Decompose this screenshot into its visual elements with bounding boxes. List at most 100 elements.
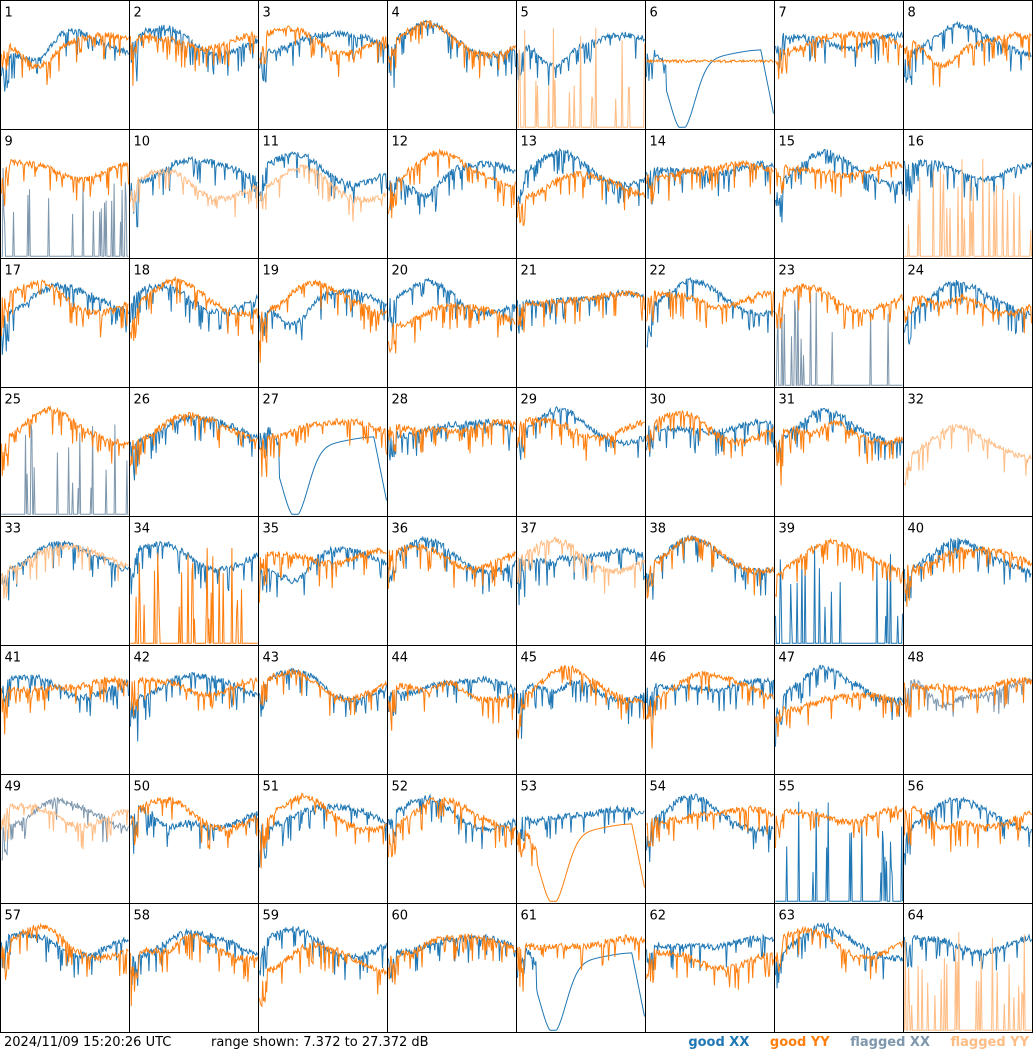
panel-19: 19 xyxy=(258,258,388,388)
trace-yy xyxy=(1,922,129,981)
panel-frame xyxy=(903,0,1033,130)
panel-frame xyxy=(0,903,130,1033)
panel-36: 36 xyxy=(387,516,517,646)
panel-label: 44 xyxy=(392,651,409,666)
panel-label: 37 xyxy=(521,522,538,537)
panel-61: 61 xyxy=(516,903,646,1033)
trace-xx xyxy=(1,281,129,355)
panel-label: 7 xyxy=(779,6,787,21)
trace-yy xyxy=(775,691,903,737)
trace-yy xyxy=(1,543,129,600)
trace-xx xyxy=(259,667,387,718)
panel-53: 53 xyxy=(516,774,646,904)
panel-label: 26 xyxy=(134,393,151,408)
trace-xx xyxy=(259,29,387,83)
panel-label: 8 xyxy=(908,6,916,21)
panel-label: 21 xyxy=(521,264,538,279)
panel-38: 38 xyxy=(645,516,775,646)
legend-good-xx: good XX xyxy=(688,1035,750,1050)
panel-label: 23 xyxy=(779,264,796,279)
panel-20: 20 xyxy=(387,258,517,388)
trace-yy xyxy=(646,290,774,328)
trace-yy xyxy=(259,668,387,716)
panel-frame xyxy=(645,129,775,259)
trace-yy xyxy=(775,537,903,597)
trace-xx xyxy=(130,540,258,595)
panel-frame xyxy=(516,774,646,904)
panel-30: 30 xyxy=(645,387,775,517)
trace-xx xyxy=(388,19,516,88)
trace-xx xyxy=(775,546,903,644)
panel-6: 6 xyxy=(645,0,775,130)
trace-xx xyxy=(646,49,774,128)
panel-frame xyxy=(0,387,130,517)
trace-xx xyxy=(517,405,645,460)
trace-xx xyxy=(904,537,1032,602)
legend: good XX good YY flagged XX flagged YY xyxy=(672,1033,1029,1053)
panel-frame xyxy=(645,645,775,775)
trace-yy xyxy=(904,931,1032,1031)
trace-yy xyxy=(388,19,516,79)
legend-flagged-xx: flagged XX xyxy=(850,1035,930,1050)
panel-label: 54 xyxy=(650,780,667,795)
trace-xx xyxy=(130,280,258,333)
trace-xx xyxy=(259,925,387,981)
trace-yy xyxy=(775,804,903,848)
trace-yy xyxy=(775,160,903,198)
panel-35: 35 xyxy=(258,516,388,646)
panel-43: 43 xyxy=(258,645,388,775)
panel-frame xyxy=(387,645,517,775)
panel-48: 48 xyxy=(903,645,1033,775)
panel-label: 40 xyxy=(908,522,925,537)
trace-yy xyxy=(517,934,645,992)
timestamp: 2024/11/09 15:20:26 UTC xyxy=(4,1035,172,1050)
trace-yy xyxy=(904,805,1032,852)
trace-yy xyxy=(517,664,645,739)
trace-xx xyxy=(904,159,1032,201)
panel-label: 19 xyxy=(263,264,280,279)
panel-7: 7 xyxy=(774,0,904,130)
trace-yy xyxy=(904,158,1032,257)
trace-yy xyxy=(775,419,903,486)
panel-56: 56 xyxy=(903,774,1033,904)
trace-yy xyxy=(775,30,903,80)
trace-xx xyxy=(130,155,258,228)
panel-58: 58 xyxy=(129,903,259,1033)
panel-label: 52 xyxy=(392,780,409,795)
panel-label: 53 xyxy=(521,780,538,795)
trace-yy xyxy=(1,802,129,850)
panel-label: 14 xyxy=(650,135,667,150)
panel-18: 18 xyxy=(129,258,259,388)
trace-xx xyxy=(130,805,258,854)
panel-50: 50 xyxy=(129,774,259,904)
panel-frame xyxy=(903,903,1033,1033)
panel-label: 6 xyxy=(650,6,658,21)
panel-frame xyxy=(645,387,775,517)
panel-22: 22 xyxy=(645,258,775,388)
panel-frame xyxy=(129,258,259,388)
trace-xx xyxy=(1,167,129,257)
trace-xx xyxy=(388,160,516,215)
panel-label: 11 xyxy=(263,135,280,150)
trace-yy xyxy=(130,547,258,644)
trace-yy xyxy=(517,27,645,128)
panel-label: 64 xyxy=(908,909,925,924)
trace-xx xyxy=(646,676,774,721)
trace-xx xyxy=(1,424,129,515)
panel-label: 5 xyxy=(521,6,529,21)
trace-yy xyxy=(1,675,129,735)
trace-xx xyxy=(259,151,387,204)
panel-55: 55 xyxy=(774,774,904,904)
trace-xx xyxy=(904,676,1032,717)
trace-yy xyxy=(517,536,645,594)
panel-frame xyxy=(774,516,904,646)
legend-good-yy: good YY xyxy=(769,1035,830,1050)
trace-yy xyxy=(904,292,1032,334)
trace-yy xyxy=(517,290,645,333)
trace-yy xyxy=(388,796,516,858)
panel-label: 13 xyxy=(521,135,538,150)
panel-label: 50 xyxy=(134,780,151,795)
trace-yy xyxy=(259,792,387,869)
trace-xx xyxy=(904,279,1032,345)
panel-46: 46 xyxy=(645,645,775,775)
